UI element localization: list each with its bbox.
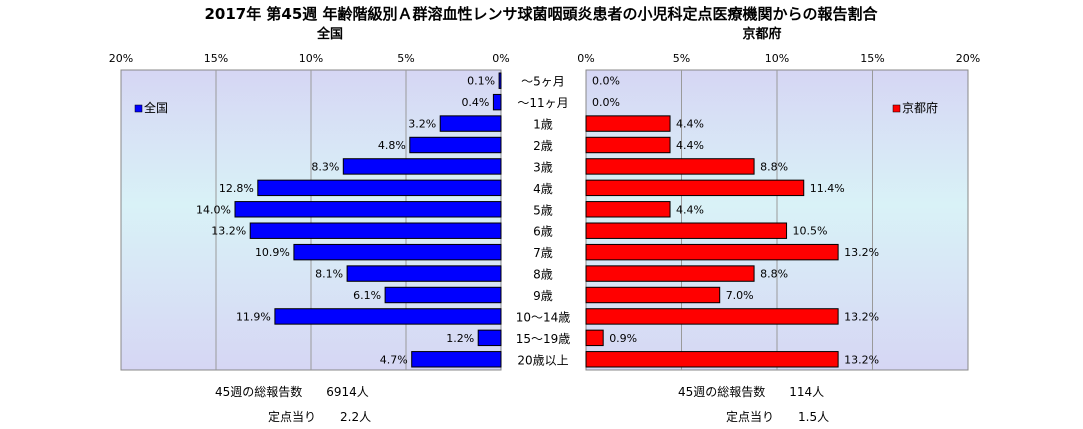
data-label-national: 4.8% <box>378 139 406 152</box>
footer-kyoto-per-site: 定点当り 1.5人 <box>726 410 830 424</box>
data-label-kyoto: 13.2% <box>844 246 879 259</box>
tick-label-right: 0% <box>577 52 594 65</box>
data-label-national: 12.8% <box>219 182 254 195</box>
tick-label-right: 5% <box>673 52 690 65</box>
legend-swatch-national <box>134 104 143 113</box>
category-label: 4歳 <box>533 182 553 196</box>
data-label-kyoto: 13.2% <box>844 353 879 366</box>
data-label-kyoto: 8.8% <box>760 268 788 281</box>
tick-label-right: 15% <box>860 52 884 65</box>
bar-national <box>293 243 502 261</box>
bar-kyoto <box>585 179 805 197</box>
tick-label-left: 20% <box>109 52 133 65</box>
data-label-national: 8.1% <box>315 268 343 281</box>
data-label-national: 4.7% <box>380 353 408 366</box>
data-label-kyoto: 0.0% <box>592 75 620 88</box>
data-label-kyoto: 13.2% <box>844 310 879 323</box>
footer-national-per-site: 定点当り 2.2人 <box>268 410 372 424</box>
category-label: 9歳 <box>533 289 553 303</box>
bar-kyoto <box>585 243 839 261</box>
bar-national <box>257 179 502 197</box>
category-label: 7歳 <box>533 246 553 260</box>
data-label-kyoto: 11.4% <box>810 182 845 195</box>
bar-national <box>498 72 502 89</box>
legend-label-national: 全国 <box>144 100 168 115</box>
bar-national <box>342 158 502 175</box>
data-label-national: 14.0% <box>196 203 231 216</box>
panel-title-national: 全国 <box>316 26 343 42</box>
data-label-kyoto: 4.4% <box>676 139 704 152</box>
data-label-kyoto: 0.9% <box>609 332 637 345</box>
chart-title: 2017年 第45週 年齢階級別Ａ群溶血性レンサ球菌咽頭炎患者の小児科定点医療機… <box>204 5 878 23</box>
footer-kyoto-total: 45週の総報告数 114人 <box>678 385 825 399</box>
bar-national <box>346 265 502 282</box>
data-label-national: 1.2% <box>446 332 474 345</box>
bar-kyoto <box>585 351 839 368</box>
data-label-national: 11.9% <box>236 310 271 323</box>
data-label-kyoto: 7.0% <box>726 289 754 302</box>
data-label-national: 0.1% <box>467 75 495 88</box>
data-label-national: 6.1% <box>353 289 381 302</box>
bar-kyoto <box>585 308 839 325</box>
bar-national <box>492 93 502 111</box>
tick-label-left: 15% <box>204 52 228 65</box>
category-label: ～5ヶ月 <box>521 75 565 89</box>
data-label-kyoto: 0.0% <box>592 96 620 109</box>
bar-kyoto <box>585 136 671 154</box>
tick-label-right: 10% <box>765 52 789 65</box>
category-label: 3歳 <box>533 160 553 174</box>
footer-national-total: 45週の総報告数 6914人 <box>215 385 369 399</box>
bar-kyoto <box>585 222 788 239</box>
bar-national <box>249 222 502 239</box>
bar-kyoto <box>585 115 671 132</box>
legend-kyoto: 京都府 <box>892 100 938 115</box>
tick-label-left: 0% <box>492 52 509 65</box>
category-label: 6歳 <box>533 225 553 239</box>
data-label-kyoto: 10.5% <box>793 225 828 238</box>
bar-national <box>274 308 502 325</box>
bar-kyoto <box>585 329 604 347</box>
bar-national <box>409 136 502 154</box>
bar-kyoto <box>585 201 671 218</box>
category-label: 20歳以上 <box>517 353 568 367</box>
legend-national: 全国 <box>134 100 168 115</box>
data-label-national: 13.2% <box>211 225 246 238</box>
bar-national <box>384 286 502 304</box>
data-label-national: 8.3% <box>311 160 339 173</box>
data-label-national: 3.2% <box>408 118 436 131</box>
category-label: ～11ヶ月 <box>517 96 568 110</box>
bar-national <box>477 329 502 347</box>
tick-label-right: 20% <box>956 52 980 65</box>
data-label-kyoto: 4.4% <box>676 203 704 216</box>
bar-kyoto <box>585 286 721 304</box>
category-label: 1歳 <box>533 118 553 132</box>
legend-swatch-kyoto <box>892 104 901 113</box>
bar-kyoto <box>585 265 755 282</box>
category-label: 2歳 <box>533 139 553 153</box>
bar-national <box>411 351 502 368</box>
legend-label-kyoto: 京都府 <box>902 100 938 115</box>
data-label-kyoto: 4.4% <box>676 118 704 131</box>
tick-label-left: 10% <box>299 52 323 65</box>
data-label-national: 0.4% <box>461 96 489 109</box>
panel-title-kyoto: 京都府 <box>742 26 781 42</box>
category-label: 10～14歳 <box>516 310 571 324</box>
data-label-national: 10.9% <box>255 246 290 259</box>
bar-national <box>234 201 502 218</box>
category-label: 15～19歳 <box>516 332 571 346</box>
category-label: 8歳 <box>533 268 553 282</box>
tick-label-left: 5% <box>397 52 414 65</box>
bar-kyoto <box>585 158 755 175</box>
category-label: 5歳 <box>533 203 553 217</box>
bar-national <box>439 115 502 132</box>
data-label-kyoto: 8.8% <box>760 160 788 173</box>
